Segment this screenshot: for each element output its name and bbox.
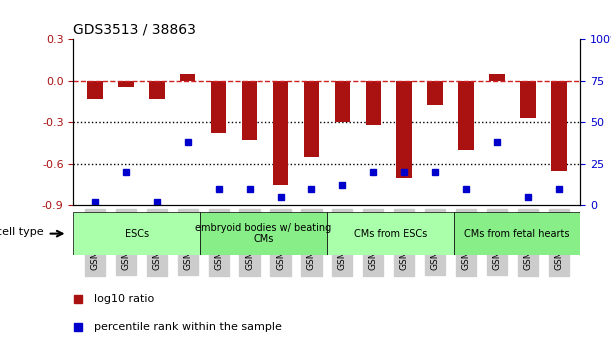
Bar — [551, 81, 566, 171]
Text: cell type: cell type — [0, 227, 44, 236]
Bar — [335, 81, 350, 122]
Text: CMs from ESCs: CMs from ESCs — [354, 229, 427, 239]
Text: percentile rank within the sample: percentile rank within the sample — [93, 322, 282, 332]
Bar — [242, 81, 257, 140]
Text: ESCs: ESCs — [125, 229, 148, 239]
Text: log10 ratio: log10 ratio — [93, 294, 154, 304]
Bar — [304, 81, 319, 157]
Bar — [489, 74, 505, 81]
Text: GDS3513 / 38863: GDS3513 / 38863 — [73, 22, 196, 36]
Bar — [397, 81, 412, 178]
Text: CMs from fetal hearts: CMs from fetal hearts — [464, 229, 570, 239]
FancyBboxPatch shape — [200, 212, 327, 255]
FancyBboxPatch shape — [327, 212, 453, 255]
Text: embryoid bodies w/ beating
CMs: embryoid bodies w/ beating CMs — [196, 223, 332, 245]
Bar — [458, 81, 474, 150]
FancyBboxPatch shape — [73, 212, 200, 255]
Bar — [87, 81, 103, 98]
Bar — [180, 74, 196, 81]
Bar — [273, 81, 288, 184]
Bar — [427, 81, 443, 105]
Bar — [149, 81, 164, 98]
Bar — [118, 81, 134, 87]
FancyBboxPatch shape — [453, 212, 580, 255]
Bar — [211, 81, 227, 133]
Bar — [520, 81, 536, 118]
Bar — [365, 81, 381, 125]
